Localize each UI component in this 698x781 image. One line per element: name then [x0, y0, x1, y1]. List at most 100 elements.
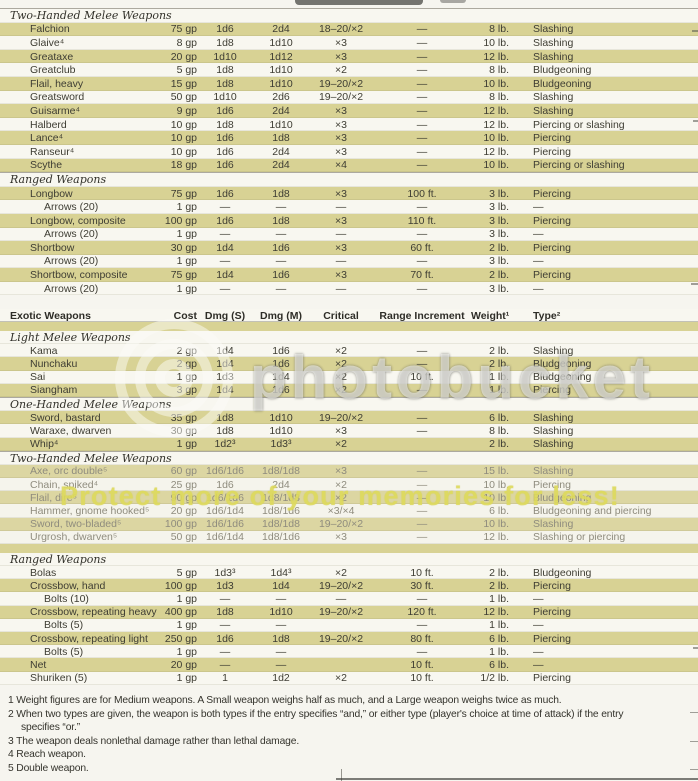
- cell-range: —: [416, 384, 428, 397]
- cell-dmgS: Dmg (S): [204, 309, 246, 322]
- cell-dmgM: 2d6: [272, 91, 290, 104]
- cell-range: 10 ft.: [410, 371, 434, 384]
- table-header-row: Exotic Weapons Cost Dmg (S) Dmg (M) Critical…: [0, 309, 698, 323]
- cell-dmgS: —: [219, 658, 231, 671]
- section-row: Light Melee Weapons: [0, 322, 698, 345]
- cell-dmgM: 1d8: [272, 632, 290, 645]
- cell-name: Arrows (20): [44, 282, 99, 295]
- cell-crit: 19–20/×2: [318, 518, 364, 531]
- cell-range: —: [416, 201, 428, 214]
- cell-range: 80 ft.: [410, 632, 434, 645]
- cell-dmgM: 1d8/1d8: [262, 491, 300, 504]
- table-row: Waraxe, dwarven 30 gp 1d8 1d10 ×3 — 8 lb. Slash…: [0, 424, 698, 438]
- cell-weight: 2 lb.: [489, 566, 509, 579]
- cell-dmgM: 1d6: [272, 269, 290, 282]
- section-label: Two-Handed Melee Weapons: [10, 451, 172, 465]
- cell-crit: ×2: [335, 478, 347, 491]
- section-label: Ranged Weapons: [10, 173, 107, 187]
- cell-dmgM: 1d6: [272, 344, 290, 357]
- cell-cost: 18 gp: [170, 159, 197, 172]
- cell-cost: 30 gp: [170, 241, 197, 254]
- cell-range: —: [416, 645, 428, 658]
- cell-type: Slashing: [533, 50, 574, 63]
- cell-weight: 10 lb.: [483, 77, 509, 90]
- cell-name: Siangham: [30, 384, 78, 397]
- cell-dmgS: 1d10: [213, 50, 237, 63]
- cell-weight: 12 lb.: [483, 606, 509, 619]
- cell-weight: 12 lb.: [483, 145, 509, 158]
- cell-cost: 75 gp: [170, 187, 197, 200]
- table-row: Guisarme⁴ 9 gp 1d6 2d4 ×3 — 12 lb. Slashing: [0, 104, 698, 118]
- cell-cost: 60 gp: [170, 465, 197, 478]
- cell-cost: 75 gp: [170, 23, 197, 36]
- cell-weight: 15 lb.: [483, 465, 509, 478]
- cell-name: Kama: [30, 344, 58, 357]
- cell-cost: 10 gp: [170, 132, 197, 145]
- cell-name: Crossbow, hand: [30, 579, 106, 592]
- cell-range: —: [416, 132, 428, 145]
- cell-range: 10 ft.: [410, 566, 434, 579]
- scan-edge-mark: [690, 769, 698, 770]
- cell-range: —: [416, 592, 428, 605]
- cell-type: —: [533, 255, 544, 268]
- table-row: Arrows (20) 1 gp — — — — 3 lb. —: [0, 200, 698, 214]
- cell-crit: Critical: [323, 309, 359, 322]
- cell-dmgS: 1d6/1d4: [206, 505, 244, 518]
- cell-range: —: [416, 64, 428, 77]
- cell-name: Bolts (5): [44, 619, 84, 632]
- cell-range: 30 ft.: [410, 579, 434, 592]
- table-row: Lance⁴ 10 gp 1d6 1d8 ×3 — 10 lb. Piercing: [0, 131, 698, 145]
- cell-range: —: [416, 36, 428, 49]
- cell-type: Slashing: [533, 36, 574, 49]
- cell-dmgM: —: [275, 645, 287, 658]
- cell-dmgM: 1d6: [272, 241, 290, 254]
- cell-dmgM: 1d8/1d6: [262, 531, 300, 544]
- cell-type: Piercing or slashing: [533, 118, 625, 131]
- table-row: Urgrosh, dwarven⁵ 50 gp 1d6/1d4 1d8/1d6 ×3 — 1…: [0, 530, 698, 544]
- cell-dmgS: 1d6: [216, 159, 234, 172]
- cell-dmgS: —: [219, 282, 231, 295]
- cell-cost: 1 gp: [176, 619, 197, 632]
- cell-type: Slashing: [533, 344, 574, 357]
- cell-type: Bludgeoning: [533, 64, 592, 77]
- cell-range: —: [416, 424, 428, 437]
- cell-cost: 1 gp: [176, 645, 197, 658]
- cell-name: Sword, two-bladed⁵: [30, 518, 122, 531]
- cell-weight: 8 lb.: [489, 91, 509, 104]
- cell-dmgM: —: [275, 619, 287, 632]
- cell-weight: 1 lb.: [489, 384, 509, 397]
- cell-cost: 30 gp: [170, 424, 197, 437]
- cell-dmgS: 1d6: [216, 478, 234, 491]
- footnote-line: 3 The weapon deals nonlethal damage rath…: [8, 735, 300, 747]
- cell-dmgS: —: [219, 592, 231, 605]
- cell-range: 120 ft.: [407, 606, 437, 619]
- table-footnotes: 1 Weight figures are for Medium weapons.…: [8, 694, 696, 775]
- cell-range: —: [416, 145, 428, 158]
- table-row: Ranseur⁴ 10 gp 1d6 2d4 ×3 — 12 lb. Piercing: [0, 144, 698, 159]
- cell-cost: 100 gp: [164, 518, 197, 531]
- cell-weight: 6 lb.: [489, 411, 509, 424]
- section-label: Ranged Weapons: [10, 553, 107, 566]
- cell-cost: 1 gp: [176, 438, 197, 451]
- cell-crit: 19–20/×2: [318, 606, 364, 619]
- cell-dmgM: 1d10: [269, 118, 293, 131]
- cell-weight: 12 lb.: [483, 118, 509, 131]
- table-row: Bolts (5) 1 gp — — — 1 lb. —: [0, 618, 698, 632]
- cell-type: —: [533, 282, 544, 295]
- cell-dmgS: 1d8: [216, 424, 234, 437]
- cell-name: Sword, bastard: [30, 411, 101, 424]
- cell-dmgS: 1d6/1d6: [206, 465, 244, 478]
- cell-range: —: [416, 619, 428, 632]
- cell-name: Scythe: [30, 159, 63, 172]
- cell-crit: ×3: [335, 145, 347, 158]
- cell-weight: 8 lb.: [489, 424, 509, 437]
- cell-range: 10 ft.: [410, 672, 434, 685]
- scan-smudge-top: [295, 0, 423, 5]
- footnote-line: 2 When two types are given, the weapon i…: [8, 708, 624, 720]
- cell-range: —: [416, 104, 428, 117]
- cell-range: —: [416, 91, 428, 104]
- cell-dmgM: 1d8/1d6: [262, 505, 300, 518]
- cell-type: Piercing: [533, 606, 571, 619]
- cell-crit: —: [335, 255, 347, 268]
- exotic-weapons-table: Exotic Weapons Cost Dmg (S) Dmg (M) Critical…: [0, 309, 698, 685]
